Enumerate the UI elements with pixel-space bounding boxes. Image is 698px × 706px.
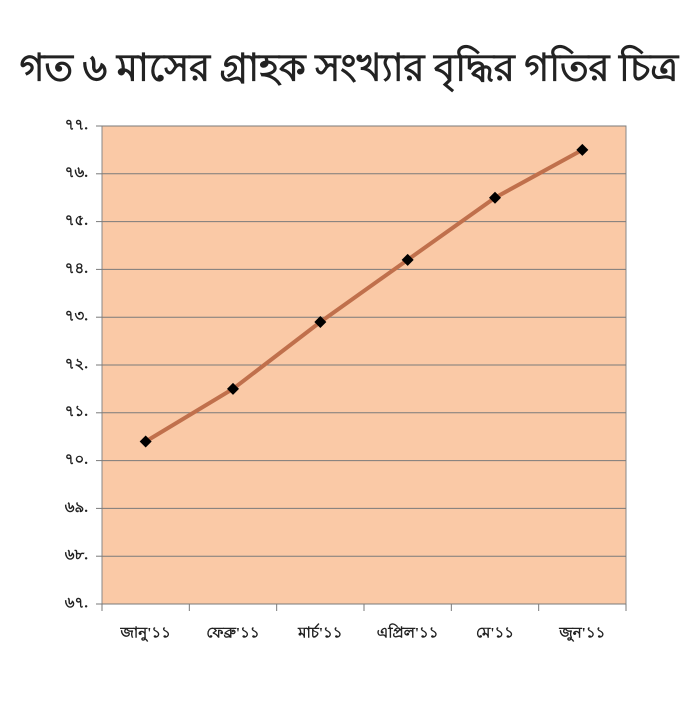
y-tick-label: ৭২. xyxy=(65,356,89,372)
line xyxy=(144,148,584,444)
x-tick-label: জানু'১১ xyxy=(119,625,170,641)
marker xyxy=(139,435,152,448)
y-tick-label: ৭৫. xyxy=(65,213,88,229)
y-tick-label: ৬৭. xyxy=(65,595,89,611)
chart-title: গত ৬ মাসের গ্রাহক সংখ্যার বৃদ্ধির গতির চ… xyxy=(20,45,680,93)
y-tick-label: ৭১. xyxy=(65,404,88,420)
x-tick-label: এপ্রিল'১১ xyxy=(377,622,439,641)
y-tick-label: ৭৪. xyxy=(65,261,88,277)
y-tick-label: ৬৯. xyxy=(65,500,88,516)
x-tick-label: মার্চ'১১ xyxy=(297,623,342,642)
marker xyxy=(489,191,501,204)
marker xyxy=(314,315,327,328)
y-tick-label: ৭০. xyxy=(65,452,89,468)
y-tick-label: ৬৮. xyxy=(65,548,88,564)
marker xyxy=(401,253,414,266)
x-tick-label: জুন'১১ xyxy=(558,625,605,642)
y-tick-label: ৭৬. xyxy=(65,165,89,181)
x-tick-label: ফেব্রু'১১ xyxy=(206,625,259,641)
y-tick-label: ৭৭. xyxy=(65,117,89,133)
y-tick-label: ৭৩. xyxy=(65,309,89,325)
marker xyxy=(576,143,589,156)
marker xyxy=(227,382,239,395)
x-tick-label: মে'১১ xyxy=(476,625,514,641)
